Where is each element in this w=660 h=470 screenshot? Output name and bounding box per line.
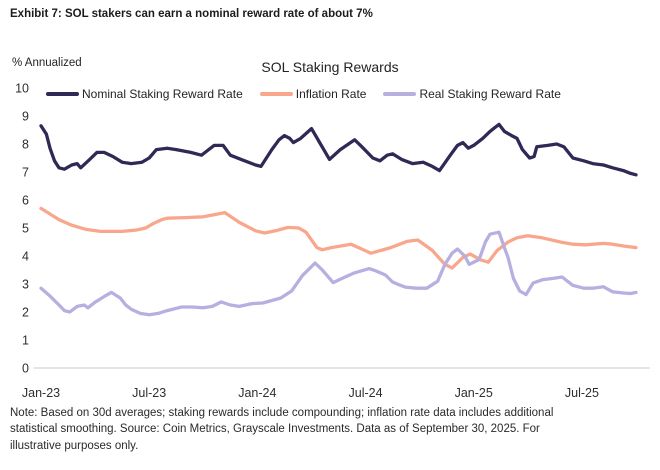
y-tick-label: 4 — [22, 250, 29, 264]
footnote-line: illustrative purposes only. — [10, 439, 139, 452]
y-tick-label: 2 — [22, 306, 29, 320]
series-line-0 — [39, 122, 638, 177]
x-tick-label: Jul-25 — [565, 386, 599, 400]
chart-legend: Nominal Staking Reward Rate Inflation Ra… — [46, 87, 561, 101]
y-tick-label: 5 — [22, 222, 29, 236]
legend-item-nominal: Nominal Staking Reward Rate — [46, 87, 243, 101]
y-tick-label: 0 — [22, 362, 29, 376]
x-tick-label: Jan-24 — [238, 386, 276, 400]
x-tick-label: Jul-23 — [132, 386, 166, 400]
legend-label-nominal: Nominal Staking Reward Rate — [82, 87, 243, 101]
legend-item-real: Real Staking Reward Rate — [383, 87, 561, 101]
y-tick-label: 9 — [22, 110, 29, 124]
y-tick-label: 8 — [22, 138, 29, 152]
y-tick-label: 10 — [15, 82, 29, 96]
legend-swatch-inflation-line-icon — [259, 92, 293, 96]
legend-swatch-real-line-icon — [383, 92, 417, 96]
y-axis-unit-label: % Annualized — [12, 57, 82, 69]
footnote-line: Note: Based on 30d averages; staking rew… — [10, 407, 554, 419]
y-tick-label: 6 — [22, 194, 29, 208]
exhibit-title: Exhibit 7: SOL stakers can earn a nomina… — [10, 8, 373, 20]
footnote: Note: Based on 30d averages; staking rew… — [10, 405, 654, 454]
legend-item-inflation: Inflation Rate — [259, 87, 367, 101]
y-tick-label: 7 — [22, 166, 29, 180]
legend-label-inflation: Inflation Rate — [295, 87, 367, 101]
legend-label-real: Real Staking Reward Rate — [419, 87, 561, 101]
y-tick-label: 1 — [22, 334, 29, 348]
x-tick-label: Jan-25 — [455, 386, 493, 400]
series-line-2 — [39, 230, 638, 317]
x-tick-label: Jan-23 — [22, 386, 60, 400]
y-tick-label: 3 — [22, 278, 29, 292]
chart-title: SOL Staking Rewards — [261, 59, 399, 75]
series-line-1 — [39, 206, 638, 270]
x-tick-label: Jul-24 — [349, 386, 383, 400]
legend-swatch-nominal-line-icon — [46, 92, 79, 96]
footnote-line: statistical smoothing. Source: Coin Metr… — [10, 423, 540, 436]
